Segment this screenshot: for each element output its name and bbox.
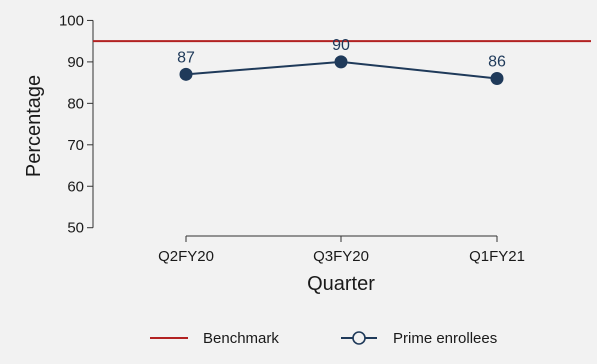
data-label: 90 [332, 37, 350, 54]
series-layer [179, 55, 504, 85]
x-tick-label: Q3FY20 [313, 248, 369, 265]
data-point [179, 67, 193, 81]
data-point [334, 55, 348, 69]
x-axis-title: Quarter [307, 273, 375, 295]
y-axis: 50 60 70 80 90 100 [59, 12, 94, 237]
legend: Benchmark Prime enrollees [150, 330, 497, 347]
y-axis-title: Percentage [23, 75, 45, 177]
x-tick-label: Q1FY21 [469, 248, 525, 265]
legend-benchmark-label: Benchmark [203, 330, 279, 347]
y-tick-label: 80 [67, 95, 84, 112]
data-label: 86 [488, 53, 506, 70]
x-axis: Q2FY20 Q3FY20 Q1FY21 [158, 235, 525, 265]
y-tick-label: 50 [67, 220, 84, 237]
y-tick-label: 100 [59, 12, 84, 29]
x-tick-label: Q2FY20 [158, 248, 214, 265]
y-tick-label: 60 [67, 178, 84, 195]
legend-series-label: Prime enrollees [393, 330, 497, 347]
data-label: 87 [177, 49, 195, 66]
data-label-layer: 87 90 86 [177, 37, 506, 71]
legend-series-swatch [341, 331, 377, 345]
data-point [490, 71, 504, 85]
y-tick-label: 90 [67, 54, 84, 71]
y-tick-label: 70 [67, 137, 84, 154]
